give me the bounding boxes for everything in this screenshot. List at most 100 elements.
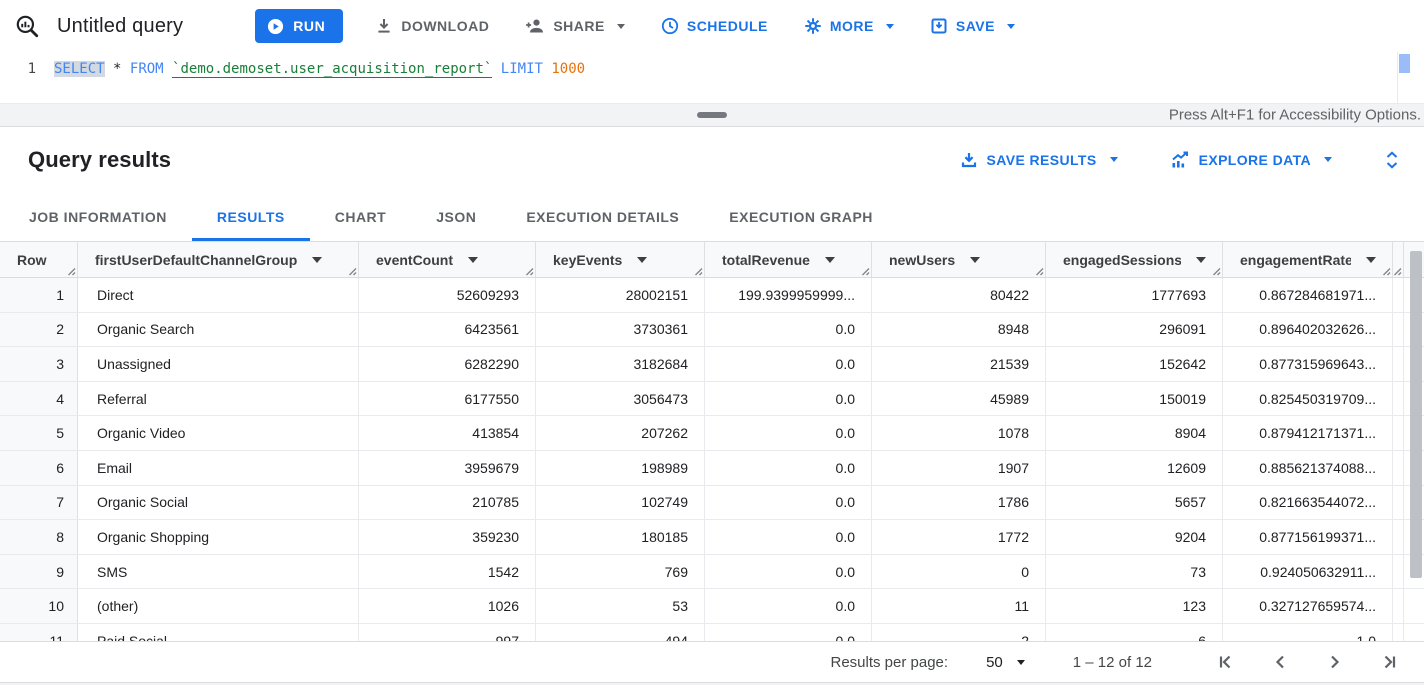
pagination-footer: Results per page: 50 1 – 12 of 12: [0, 641, 1424, 682]
first-page-icon: [1215, 652, 1235, 672]
column-header-engagedSessions[interactable]: engagedSessions: [1046, 242, 1223, 277]
chevron-down-icon: [1016, 659, 1025, 665]
column-resize-grip-icon[interactable]: [1393, 267, 1402, 276]
column-header-firstUserDefaultChannelGroup[interactable]: firstUserDefaultChannelGroup: [78, 242, 359, 277]
first-page-button[interactable]: [1213, 650, 1237, 674]
column-menu-caret-icon[interactable]: [970, 256, 981, 263]
cell-engagedSessions: 12609: [1046, 450, 1223, 485]
column-resize-grip-icon[interactable]: [1382, 267, 1391, 276]
cell-engagedSessions: 73: [1046, 554, 1223, 589]
column-menu-caret-icon[interactable]: [468, 256, 478, 263]
sql-token-keyword: SELECT: [54, 61, 105, 77]
column-resize-grip-icon[interactable]: [1212, 267, 1221, 276]
splitter-drag-handle[interactable]: [697, 112, 727, 118]
unfold-icon: [1384, 150, 1400, 170]
cell-totalRevenue: 0.0: [705, 623, 872, 641]
download-icon: [375, 17, 393, 35]
column-resize-grip-icon[interactable]: [67, 267, 76, 276]
table-header-row: Row firstUserDefaultChannelGroup eventCoun…: [0, 242, 1424, 278]
tab-execution-graph[interactable]: EXECUTION GRAPH: [729, 208, 873, 225]
next-page-button[interactable]: [1323, 650, 1347, 674]
cell-eventCount: 1542: [359, 554, 536, 589]
tab-execution-details[interactable]: EXECUTION DETAILS: [526, 208, 680, 225]
cell-eventCount: 413854: [359, 416, 536, 450]
table-row: 11 Paid Social 997 494 0.0 2 6 1.0: [0, 623, 1424, 641]
accessibility-hint: Press Alt+F1 for Accessibility Options.: [1168, 106, 1421, 124]
spacer-cell: [1393, 520, 1404, 554]
cell-newUsers: 2: [872, 623, 1046, 641]
column-resize-grip-icon[interactable]: [525, 267, 534, 276]
column-resize-grip-icon[interactable]: [1035, 267, 1044, 276]
row-number-cell: 4: [0, 381, 78, 416]
column-label: Row: [17, 251, 47, 268]
editor-scrollbar-track[interactable]: [1397, 52, 1411, 103]
spacer-cell: [1393, 450, 1404, 485]
page-size-select[interactable]: 50: [986, 654, 1025, 671]
tab-json[interactable]: JSON: [436, 208, 477, 225]
column-menu-caret-icon[interactable]: [1196, 256, 1206, 263]
column-resize-grip-icon[interactable]: [348, 267, 357, 276]
column-header-Row[interactable]: Row: [0, 242, 78, 277]
cell-firstUserDefaultChannelGroup: Direct: [78, 278, 359, 312]
column-header-engagementRate[interactable]: engagementRate: [1223, 242, 1393, 277]
tab-job-information[interactable]: JOB INFORMATION: [29, 208, 167, 225]
query-toolbar: Untitled query RUN DOWNLOAD: [0, 0, 1424, 52]
cell-newUsers: 45989: [872, 381, 1046, 416]
run-button[interactable]: RUN: [255, 9, 344, 43]
tab-chart[interactable]: CHART: [334, 208, 387, 225]
tab-results[interactable]: RESULTS: [191, 192, 310, 241]
previous-page-button[interactable]: [1268, 650, 1292, 674]
chevron-down-icon: [616, 23, 625, 29]
column-menu-caret-icon[interactable]: [312, 256, 323, 263]
table-scrollbar-thumb[interactable]: [1410, 251, 1422, 578]
save-button[interactable]: SAVE: [926, 11, 1019, 41]
cell-engagedSessions: 8904: [1046, 416, 1223, 450]
row-number-cell: 9: [0, 554, 78, 589]
spacer-column-header: [1393, 242, 1404, 277]
table-scrollbar[interactable]: [1410, 248, 1422, 641]
cell-keyEvents: 28002151: [536, 278, 705, 312]
cell-keyEvents: 207262: [536, 416, 705, 450]
column-header-newUsers[interactable]: newUsers: [872, 242, 1046, 277]
cell-firstUserDefaultChannelGroup: Paid Social: [78, 623, 359, 641]
column-header-eventCount[interactable]: eventCount: [359, 242, 536, 277]
schedule-button[interactable]: SCHEDULE: [657, 11, 772, 41]
cell-keyEvents: 3182684: [536, 347, 705, 381]
cell-eventCount: 359230: [359, 520, 536, 554]
save-results-button[interactable]: SAVE RESULTS: [960, 151, 1118, 169]
cell-firstUserDefaultChannelGroup: Email: [78, 450, 359, 485]
column-resize-grip-icon[interactable]: [861, 267, 870, 276]
spacer-cell: [1393, 278, 1404, 312]
sql-token-plain: [164, 61, 172, 77]
column-menu-caret-icon[interactable]: [637, 256, 648, 263]
download-button[interactable]: DOWNLOAD: [371, 11, 493, 41]
more-button[interactable]: MORE: [800, 11, 898, 41]
explore-data-button[interactable]: EXPLORE DATA: [1170, 151, 1332, 169]
cell-eventCount: 6177550: [359, 381, 536, 416]
column-header-keyEvents[interactable]: keyEvents: [536, 242, 705, 277]
cell-engagementRate: 0.896402032626...: [1223, 312, 1393, 347]
sql-token-plain: [121, 61, 129, 77]
cell-newUsers: 0: [872, 554, 1046, 589]
table-row: 9 SMS 1542 769 0.0 0 73 0.924050632911...: [0, 554, 1424, 590]
cell-newUsers: 8948: [872, 312, 1046, 347]
editor-scrollbar-thumb[interactable]: [1399, 54, 1410, 73]
cell-engagementRate: 1.0: [1223, 623, 1393, 641]
column-menu-caret-icon[interactable]: [824, 256, 835, 263]
results-tabbar: JOB INFORMATION RESULTS CHART JSON EXECUTION…: [0, 192, 1424, 242]
expand-results-button[interactable]: [1384, 150, 1400, 170]
cell-totalRevenue: 0.0: [705, 312, 872, 347]
cell-firstUserDefaultChannelGroup: SMS: [78, 554, 359, 589]
cell-engagementRate: 0.867284681971...: [1223, 278, 1393, 312]
sql-editor[interactable]: 1 SELECT * FROM `demo.demoset.user_acqui…: [0, 52, 1424, 103]
column-header-totalRevenue[interactable]: totalRevenue: [705, 242, 872, 277]
column-resize-grip-icon[interactable]: [694, 267, 703, 276]
sql-code-line[interactable]: SELECT * FROM `demo.demoset.user_acquisi…: [54, 58, 585, 103]
column-menu-caret-icon[interactable]: [1366, 256, 1376, 263]
table-row: 7 Organic Social 210785 102749 0.0 1786 5657 0.…: [0, 485, 1424, 521]
cell-keyEvents: 494: [536, 623, 705, 641]
last-page-button[interactable]: [1378, 650, 1402, 674]
cell-firstUserDefaultChannelGroup: Referral: [78, 381, 359, 416]
cell-engagedSessions: 150019: [1046, 381, 1223, 416]
share-button[interactable]: SHARE: [521, 12, 629, 40]
